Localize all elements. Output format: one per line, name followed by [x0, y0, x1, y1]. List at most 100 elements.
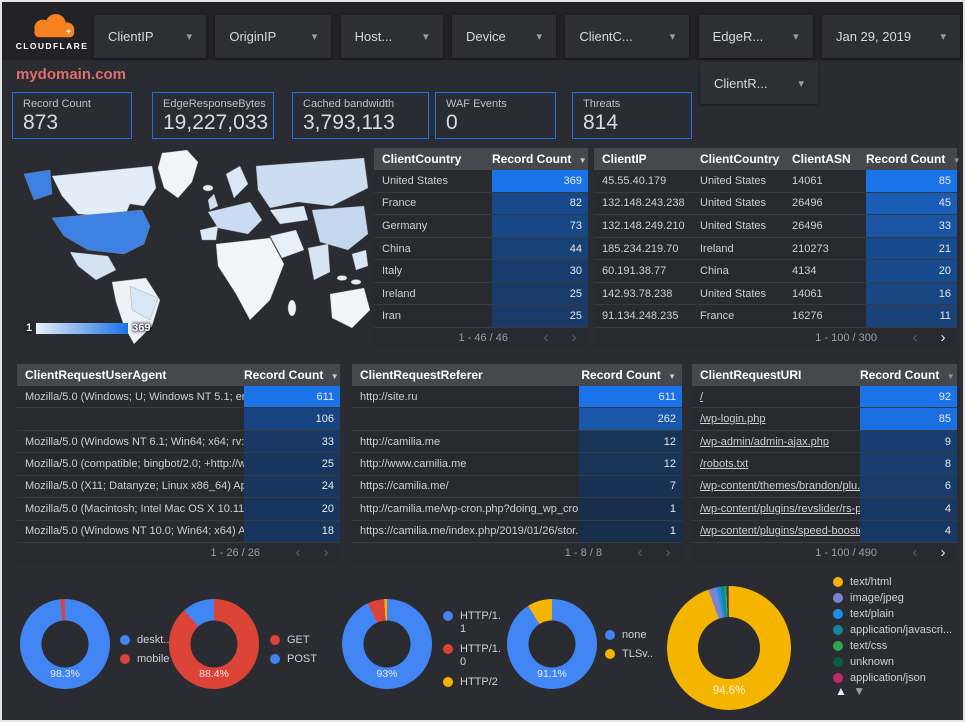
table-row[interactable]: http://site.ru 611: [352, 386, 682, 409]
row-label: http://camilia.me: [360, 435, 441, 448]
legend-item[interactable]: text/html: [833, 576, 952, 588]
table-row[interactable]: /wp-content/plugins/speed-booste... 4: [692, 520, 957, 543]
legend-item[interactable]: image/jpeg: [833, 592, 952, 604]
sort-record-count[interactable]: Record Count ▼: [492, 152, 587, 166]
client-country-table: ClientCountry Record Count ▼ United Stat…: [374, 148, 588, 347]
next-page-icon[interactable]: ›: [940, 329, 946, 346]
record-count-bar: 16: [866, 282, 957, 305]
row-label: Mozilla/5.0 (Windows NT 6.1; Win64; x64;…: [25, 435, 244, 448]
table-row[interactable]: 106: [17, 408, 340, 431]
table-row[interactable]: https://camilia.me/index.php/2019/01/26/…: [352, 520, 682, 543]
legend-item[interactable]: unknown: [833, 656, 952, 668]
table-row[interactable]: Mozilla/5.0 (Windows NT 10.0; Win64; x64…: [17, 520, 340, 543]
legend-label: HTTP/1.1: [460, 610, 501, 635]
table-row[interactable]: 132.148.243.238 United States 26496 45: [594, 192, 957, 216]
content-type-donut[interactable]: 94.6%: [667, 586, 791, 710]
legend-item[interactable]: application/javascri...: [833, 624, 952, 636]
table-row[interactable]: China 44: [374, 237, 588, 261]
filter-chip-host[interactable]: Host... ▾: [340, 15, 443, 58]
table-row[interactable]: https://camilia.me/7: [352, 475, 682, 499]
legend-item[interactable]: HTTP/2: [443, 676, 504, 689]
table-row[interactable]: / 92: [692, 386, 957, 409]
table-row[interactable]: /robots.txt 8: [692, 453, 957, 476]
prev-page-icon: ‹: [912, 544, 918, 561]
legend-swatch-icon: [443, 611, 453, 621]
uri-link[interactable]: /wp-content/themes/brandon/plu...: [700, 480, 860, 493]
request-method-legend: GET POST: [270, 634, 317, 672]
table-row[interactable]: 142.93.78.238 United States 14061 16: [594, 282, 957, 306]
row-label: Mozilla/5.0 (X11; Datanyze; Linux x86_64…: [25, 480, 244, 493]
sort-record-count[interactable]: Record Count ▼: [866, 152, 961, 166]
world-map[interactable]: 1 369: [12, 148, 371, 346]
table-row[interactable]: /wp-login.php 85: [692, 408, 957, 431]
filter-chip-originip[interactable]: OriginIP ▾: [215, 15, 332, 58]
date-range-control[interactable]: Jan 29, 2019 ▾: [821, 15, 960, 58]
uri-link[interactable]: /wp-content/plugins/revslider/rs-p...: [700, 502, 860, 515]
record-count-bar: 82: [492, 192, 588, 215]
legend-item[interactable]: mobile: [120, 653, 172, 665]
pagination-range: 1 - 100 / 490: [815, 546, 877, 559]
table-header: ClientCountry Record Count ▼: [374, 148, 588, 170]
sort-record-count[interactable]: Record Count ▼: [581, 368, 676, 382]
legend-item[interactable]: HTTP/1.1: [443, 610, 504, 636]
table-row[interactable]: United States 369: [374, 170, 588, 193]
record-count-bar: 92: [860, 386, 957, 408]
table-row[interactable]: France 82: [374, 192, 588, 216]
table-row[interactable]: Germany 73: [374, 215, 588, 238]
device-type-donut[interactable]: 98.3%: [20, 599, 110, 689]
legend-down-arrow-icon[interactable]: ▼: [853, 684, 866, 698]
table-row[interactable]: http://www.camilia.me 12: [352, 453, 682, 476]
filter-chip-clientcountry[interactable]: ClientC... ▾: [565, 15, 690, 58]
sort-record-count[interactable]: Record Count ▼: [860, 368, 955, 382]
table-row[interactable]: Mozilla/5.0 (Windows; U; Windows NT 5.1;…: [17, 386, 340, 409]
uri-link[interactable]: /wp-content/plugins/speed-booste...: [700, 525, 860, 538]
legend-item[interactable]: POST: [270, 653, 317, 665]
uri-link[interactable]: /wp-admin/admin-ajax.php: [700, 435, 830, 448]
filter-chip-device[interactable]: Device ▾: [451, 15, 556, 58]
pagination-range: 1 - 26 / 26: [210, 546, 260, 559]
legend-item[interactable]: TLSv..: [605, 648, 653, 660]
legend-up-arrow-icon[interactable]: ▲: [835, 684, 847, 698]
uri-link[interactable]: /robots.txt: [700, 457, 749, 470]
table-row[interactable]: 132.148.249.210 United States 26496 33: [594, 215, 957, 238]
legend-item[interactable]: deskt...: [120, 634, 172, 646]
uri-link[interactable]: /: [700, 390, 704, 403]
asn-cell: 14061: [792, 174, 823, 187]
table-row[interactable]: Mozilla/5.0 (Windows NT 6.1; Win64; x64;…: [17, 430, 340, 454]
legend-swatch-icon: [833, 625, 843, 635]
table-row[interactable]: /wp-content/themes/brandon/plu... 6: [692, 475, 957, 499]
table-header: ClientRequestURI Record Count ▼: [692, 364, 957, 386]
filter-chip-clientip[interactable]: ClientIP ▾: [94, 15, 206, 58]
http-protocol-donut[interactable]: 93%: [342, 599, 432, 689]
legend-item[interactable]: HTTP/1.0: [443, 643, 504, 669]
table-row[interactable]: /wp-admin/admin-ajax.php 9: [692, 430, 957, 454]
legend-item[interactable]: none: [605, 629, 653, 641]
table-row[interactable]: 185.234.219.70 Ireland 210273 21: [594, 237, 957, 261]
table-row[interactable]: 60.191.38.77 China 4134 20: [594, 260, 957, 283]
table-row[interactable]: http://camilia.me 12: [352, 430, 682, 454]
table-row[interactable]: /wp-content/plugins/revslider/rs-p... 4: [692, 498, 957, 521]
record-count-bar: 4: [860, 520, 957, 542]
table-row[interactable]: Ireland 25: [374, 282, 588, 306]
table-row[interactable]: http://camilia.me/wp-cron.php?doing_wp_c…: [352, 498, 682, 521]
pagination: 1 - 46 / 46 ‹ ›: [374, 328, 588, 347]
request-method-donut[interactable]: 88.4%: [169, 599, 259, 689]
table-row[interactable]: 262: [352, 408, 682, 431]
table-row[interactable]: Italy 30: [374, 260, 588, 283]
legend-item[interactable]: application/json: [833, 672, 952, 684]
legend-item[interactable]: text/css: [833, 640, 952, 652]
uri-link[interactable]: /wp-login.php: [700, 413, 766, 426]
table-row[interactable]: Iran 25: [374, 305, 588, 329]
table-row[interactable]: 91.134.248.235 France 16276 11: [594, 305, 957, 329]
filter-chip-edgeresponse[interactable]: EdgeR... ▾: [698, 15, 813, 58]
sort-record-count[interactable]: Record Count ▼: [244, 368, 339, 382]
next-page-icon[interactable]: ›: [940, 544, 946, 561]
filter-chip-clientrequest[interactable]: ClientR... ▾: [700, 62, 818, 104]
tls-version-donut[interactable]: 91.1%: [507, 599, 597, 689]
table-row[interactable]: 45.55.40.179 United States 14061 85: [594, 170, 957, 193]
table-row[interactable]: Mozilla/5.0 (Macintosh; Intel Mac OS X 1…: [17, 498, 340, 521]
table-row[interactable]: Mozilla/5.0 (compatible; bingbot/2.0; +h…: [17, 453, 340, 476]
legend-item[interactable]: text/plain: [833, 608, 952, 620]
legend-item[interactable]: GET: [270, 634, 317, 646]
table-row[interactable]: Mozilla/5.0 (X11; Datanyze; Linux x86_64…: [17, 475, 340, 499]
